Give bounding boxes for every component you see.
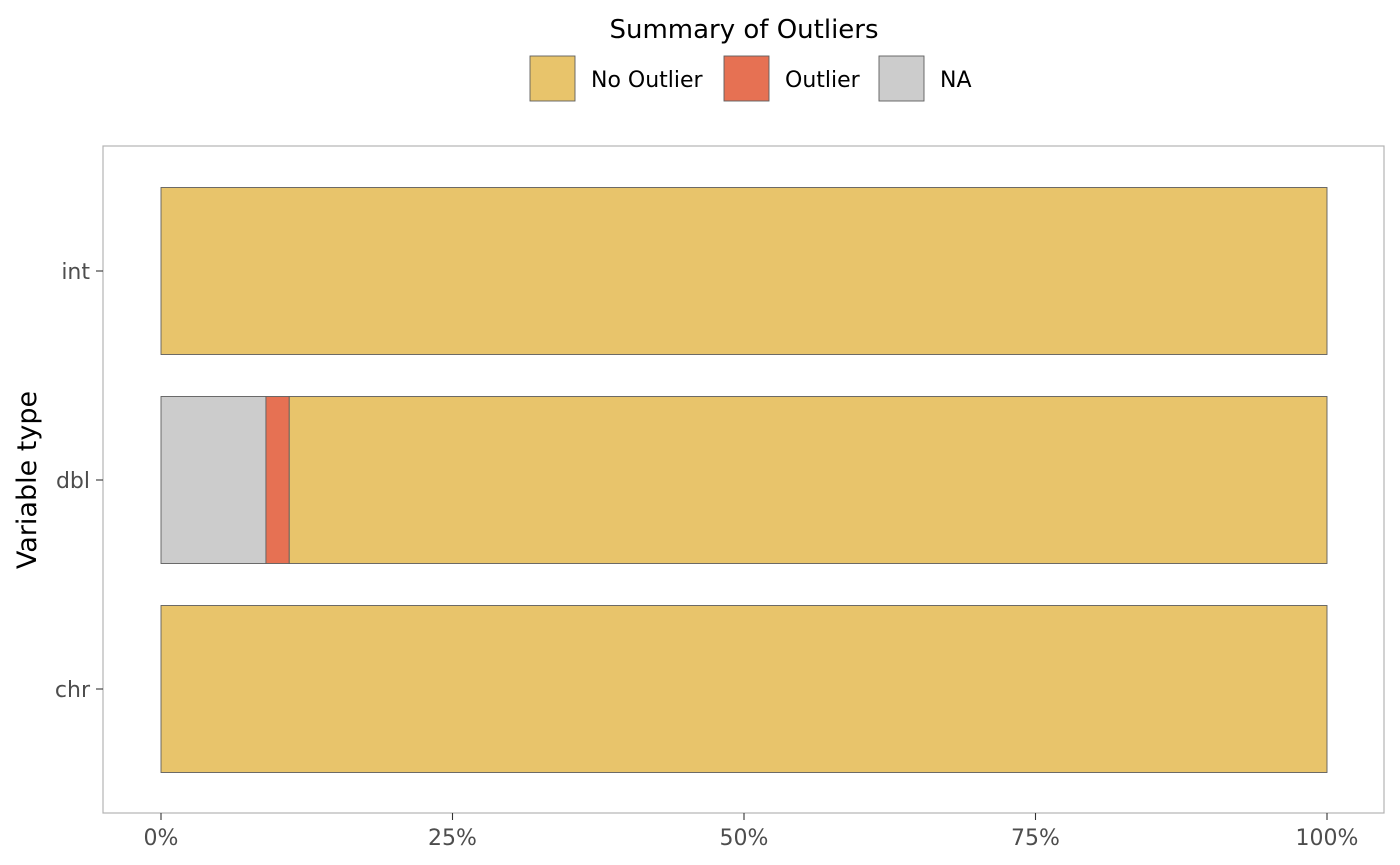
legend-label-na: NA bbox=[940, 68, 972, 93]
legend-key-na bbox=[878, 55, 925, 102]
y-tick-label-int: int bbox=[61, 260, 90, 285]
bar-dbl-outlier bbox=[265, 396, 290, 564]
legend-key-no-outlier bbox=[529, 55, 576, 102]
legend-key-outlier bbox=[723, 55, 770, 102]
y-tick-label-dbl: dbl bbox=[56, 469, 90, 494]
x-tick-label-25: 25% bbox=[428, 826, 477, 851]
bar-dbl-no-outlier bbox=[288, 396, 1328, 564]
legend-label-outlier: Outlier bbox=[785, 68, 861, 93]
y-axis-title: Variable type bbox=[12, 391, 43, 569]
x-tick-label-50: 50% bbox=[720, 826, 769, 851]
bar-int-no-outlier bbox=[160, 187, 1328, 355]
x-tick-label-0: 0% bbox=[144, 826, 179, 851]
y-tick-label-chr: chr bbox=[55, 678, 91, 703]
x-axis: 0% 25% 50% 75% 100% bbox=[144, 813, 1359, 851]
legend: Summary of Outliers No Outlier Outlier NA bbox=[529, 15, 972, 102]
x-tick-label-100: 100% bbox=[1296, 826, 1359, 851]
y-axis: int dbl chr bbox=[55, 260, 103, 703]
legend-label-no-outlier: No Outlier bbox=[591, 68, 704, 93]
bar-dbl-na bbox=[160, 396, 267, 564]
x-tick-label-75: 75% bbox=[1011, 826, 1060, 851]
bar-group bbox=[160, 187, 1328, 773]
bar-chr-no-outlier bbox=[160, 605, 1328, 773]
legend-title: Summary of Outliers bbox=[609, 15, 878, 45]
